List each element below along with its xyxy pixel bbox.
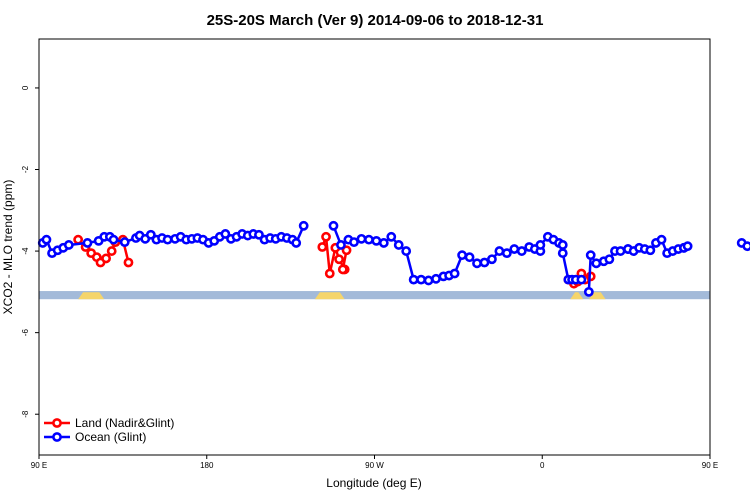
data-point xyxy=(501,248,512,259)
data-point xyxy=(431,273,441,284)
y-tick-label: -6 xyxy=(21,329,30,337)
data-point xyxy=(123,257,134,268)
data-point xyxy=(591,258,602,269)
plot-frame xyxy=(38,38,711,456)
data-point xyxy=(645,245,656,256)
data-point xyxy=(324,268,335,279)
data-point xyxy=(337,264,348,275)
legend-item: Land (Nadir&Glint) xyxy=(44,416,174,430)
data-point xyxy=(509,244,520,254)
land-patch xyxy=(570,292,584,300)
data-point xyxy=(682,241,693,252)
data-point xyxy=(336,240,346,250)
data-point xyxy=(416,274,426,285)
data-point xyxy=(615,246,626,256)
data-point xyxy=(557,248,568,259)
data-point xyxy=(356,233,367,244)
x-tick-label: 0 xyxy=(540,461,545,470)
data-point xyxy=(73,234,84,245)
x-tick-label: 90 E xyxy=(702,461,718,470)
data-point xyxy=(349,237,359,248)
x-axis-label: Longitude (deg E) xyxy=(326,476,421,490)
data-point xyxy=(108,234,119,245)
data-point xyxy=(423,275,434,286)
data-point xyxy=(472,258,482,269)
data-point xyxy=(317,242,328,252)
data-point xyxy=(535,240,546,250)
data-point xyxy=(321,231,331,242)
data-point xyxy=(449,268,460,279)
y-tick-label: -4 xyxy=(21,247,30,255)
data-point xyxy=(479,257,490,268)
legend: Land (Nadir&Glint)Ocean (Glint) xyxy=(44,416,174,444)
y-tick-label: 0 xyxy=(21,85,30,90)
data-point xyxy=(583,286,594,297)
data-point xyxy=(341,245,352,256)
data-point xyxy=(298,220,309,231)
chart-title: 25S-20S March (Ver 9) 2014-09-06 to 2018… xyxy=(207,12,544,29)
legend-label: Land (Nadir&Glint) xyxy=(75,416,174,430)
ocean-band xyxy=(39,291,710,300)
data-point xyxy=(585,250,596,261)
data-point xyxy=(557,240,568,250)
surface-strip xyxy=(39,291,710,300)
y-axis: 0 -2 -4 -6 -8 xyxy=(21,85,39,418)
x-tick-label: 180 xyxy=(200,461,214,470)
data-point xyxy=(604,254,615,265)
data-point xyxy=(41,234,52,245)
land-patch xyxy=(314,292,345,300)
data-point xyxy=(457,250,468,261)
data-point xyxy=(101,253,111,264)
data-point xyxy=(393,240,404,250)
x-tick-label: 90 W xyxy=(365,461,384,470)
data-point xyxy=(378,238,389,248)
data-point xyxy=(106,246,117,256)
data-point xyxy=(334,254,344,265)
legend-item: Ocean (Glint) xyxy=(44,430,146,444)
data-point xyxy=(82,238,93,248)
data-point xyxy=(119,237,130,248)
y-tick-label: -8 xyxy=(21,410,30,418)
data-point xyxy=(328,220,339,231)
data-point xyxy=(408,274,419,285)
x-axis: 90 E 180 90 W 0 90 E xyxy=(31,455,718,470)
data-point xyxy=(162,234,173,245)
x-tick-label: 90 E xyxy=(31,461,47,470)
data-point xyxy=(291,238,302,248)
data-point xyxy=(656,234,667,245)
data-point xyxy=(371,235,382,246)
plot-series xyxy=(37,220,750,297)
data-point xyxy=(63,240,74,250)
data-point xyxy=(386,231,397,242)
legend-label: Ocean (Glint) xyxy=(75,430,146,444)
data-point xyxy=(576,274,587,285)
series-ocean xyxy=(37,220,750,297)
data-point xyxy=(494,246,505,256)
y-tick-label: -2 xyxy=(21,165,30,173)
data-point xyxy=(364,234,374,245)
data-point xyxy=(516,246,527,256)
legend-swatch-marker xyxy=(52,418,62,428)
land-patch xyxy=(78,292,105,300)
y-axis-label: XCO2 - MLO trend (ppm) xyxy=(1,180,15,315)
data-point xyxy=(742,241,750,252)
data-point xyxy=(487,254,497,265)
data-point xyxy=(401,246,412,256)
data-point xyxy=(464,252,475,263)
legend-swatch-marker xyxy=(52,432,62,442)
